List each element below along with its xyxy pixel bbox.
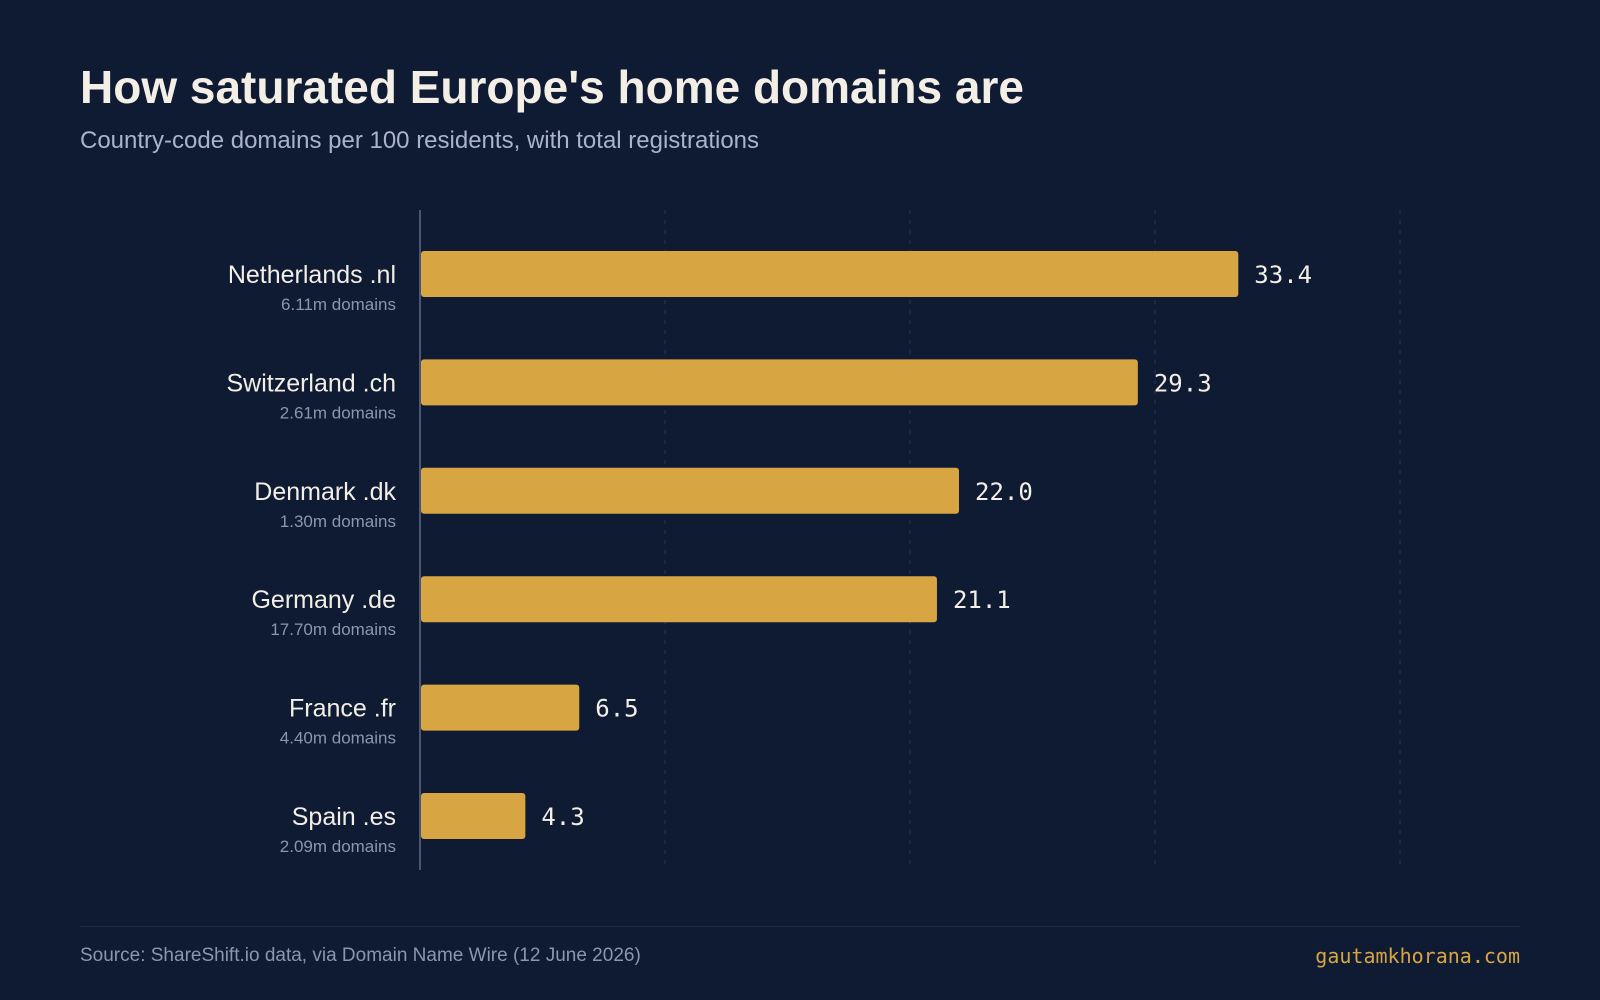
value-label-0: 33.4	[1254, 261, 1312, 289]
sublabel-0: 6.11m domains	[281, 295, 396, 314]
source-note: Source: ShareShift.io data, via Domain N…	[80, 945, 641, 966]
sublabel-2: 1.30m domains	[280, 512, 396, 531]
chart-subtitle: Country-code domains per 100 residents, …	[80, 127, 760, 154]
sublabel-1: 2.61m domains	[280, 403, 396, 422]
bar-0	[421, 251, 1239, 297]
category-label-1: Switzerland .ch	[226, 369, 396, 397]
value-label-2: 22.0	[975, 478, 1033, 506]
category-label-0: Netherlands .nl	[228, 261, 396, 289]
bar-1	[421, 359, 1138, 406]
sublabel-4: 4.40m domains	[280, 729, 396, 748]
bar-2	[421, 467, 959, 514]
bar-3	[421, 576, 937, 623]
category-label-4: France .fr	[289, 695, 396, 723]
footer-divider	[80, 926, 1520, 927]
bar-5	[421, 793, 526, 839]
value-label-4: 6.5	[595, 695, 638, 723]
category-label-3: Germany .de	[251, 586, 396, 614]
value-label-3: 21.1	[953, 586, 1011, 614]
category-label-5: Spain .es	[292, 803, 396, 831]
value-label-1: 29.3	[1154, 369, 1212, 397]
sublabel-3: 17.70m domains	[270, 620, 396, 639]
bar-chart: 33.4 Netherlands .nl 6.11m domains 29.3 Swit…	[226, 210, 1401, 870]
category-label-2: Denmark .dk	[254, 478, 396, 506]
chart-title: How saturated Europe's home domains are	[80, 61, 1024, 113]
value-label-5: 4.3	[541, 803, 584, 831]
brand-link[interactable]: gautamkhorana.com	[1315, 944, 1520, 968]
sublabel-5: 2.09m domains	[280, 837, 396, 856]
bar-4	[421, 684, 580, 731]
